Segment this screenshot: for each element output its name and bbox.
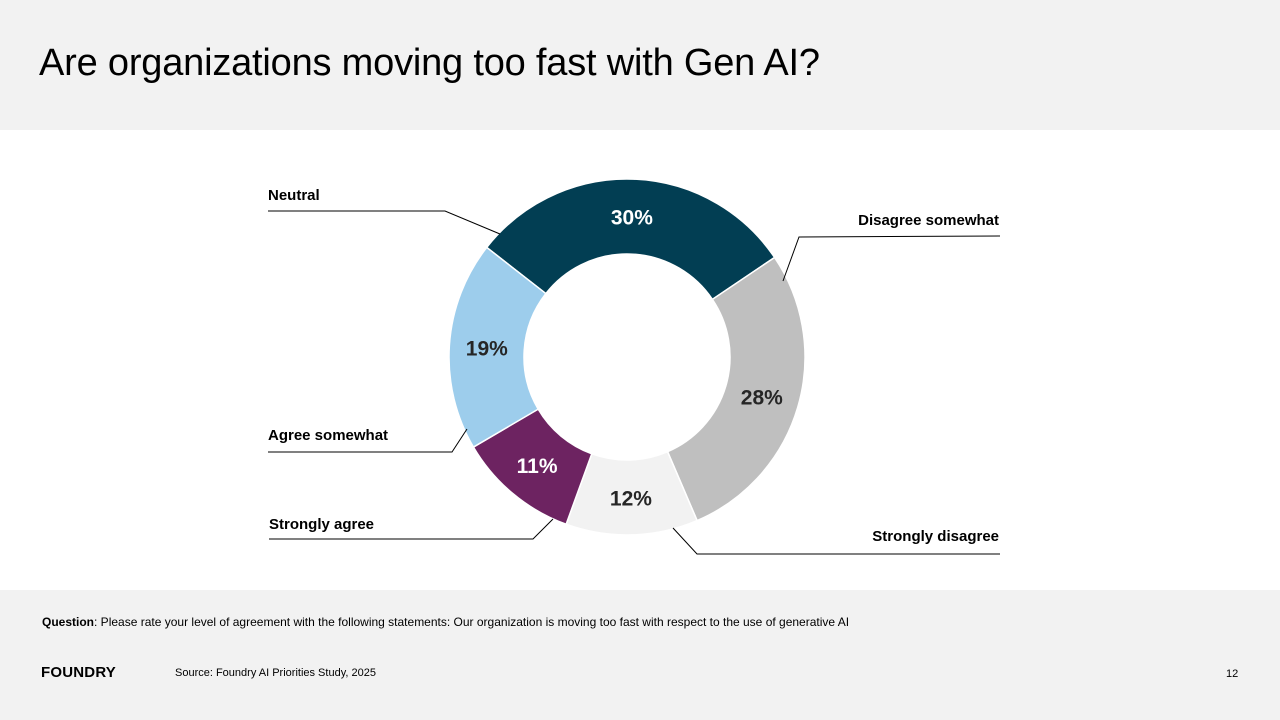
leader-line — [782, 235, 1001, 282]
category-label: Agree somewhat — [268, 427, 388, 444]
question-note: Question: Please rate your level of agre… — [42, 615, 849, 629]
foundry-logo: FOUNDRY — [41, 664, 117, 681]
source-note: Source: Foundry AI Priorities Study, 202… — [175, 667, 376, 679]
leader-line — [268, 210, 501, 235]
category-label: Neutral — [268, 187, 320, 204]
question-text: : Please rate your level of agreement wi… — [94, 615, 850, 629]
page-title: Are organizations moving too fast with G… — [39, 42, 820, 84]
header: Are organizations moving too fast with G… — [0, 0, 1280, 130]
leader-line — [269, 518, 554, 540]
slice-value-label: 11% — [517, 455, 558, 478]
category-label: Strongly disagree — [872, 528, 999, 545]
category-label: Disagree somewhat — [858, 212, 999, 229]
page-number: 12 — [1226, 668, 1239, 680]
leader-line — [672, 527, 1000, 555]
donut-chart: 30% Neutral 28% Disagree somewhat 12% Strongl… — [268, 178, 1001, 555]
slice-value-label: 19% — [466, 338, 508, 361]
slice-value-label: 12% — [610, 487, 652, 510]
slice-value-label: 28% — [741, 387, 783, 410]
leader-line — [268, 428, 468, 453]
donut-slice-disagree-somewhat — [666, 256, 806, 522]
slice-value-label: 30% — [611, 207, 653, 230]
donut-slice-neutral — [485, 178, 776, 301]
chart-area: 30% Neutral 28% Disagree somewhat 12% Strongl… — [0, 130, 1280, 590]
donut-slice-agree-somewhat — [448, 246, 547, 449]
category-label: Strongly agree — [269, 516, 374, 533]
footer: Question: Please rate your level of agre… — [0, 590, 1280, 720]
question-label: Question — [42, 615, 95, 629]
